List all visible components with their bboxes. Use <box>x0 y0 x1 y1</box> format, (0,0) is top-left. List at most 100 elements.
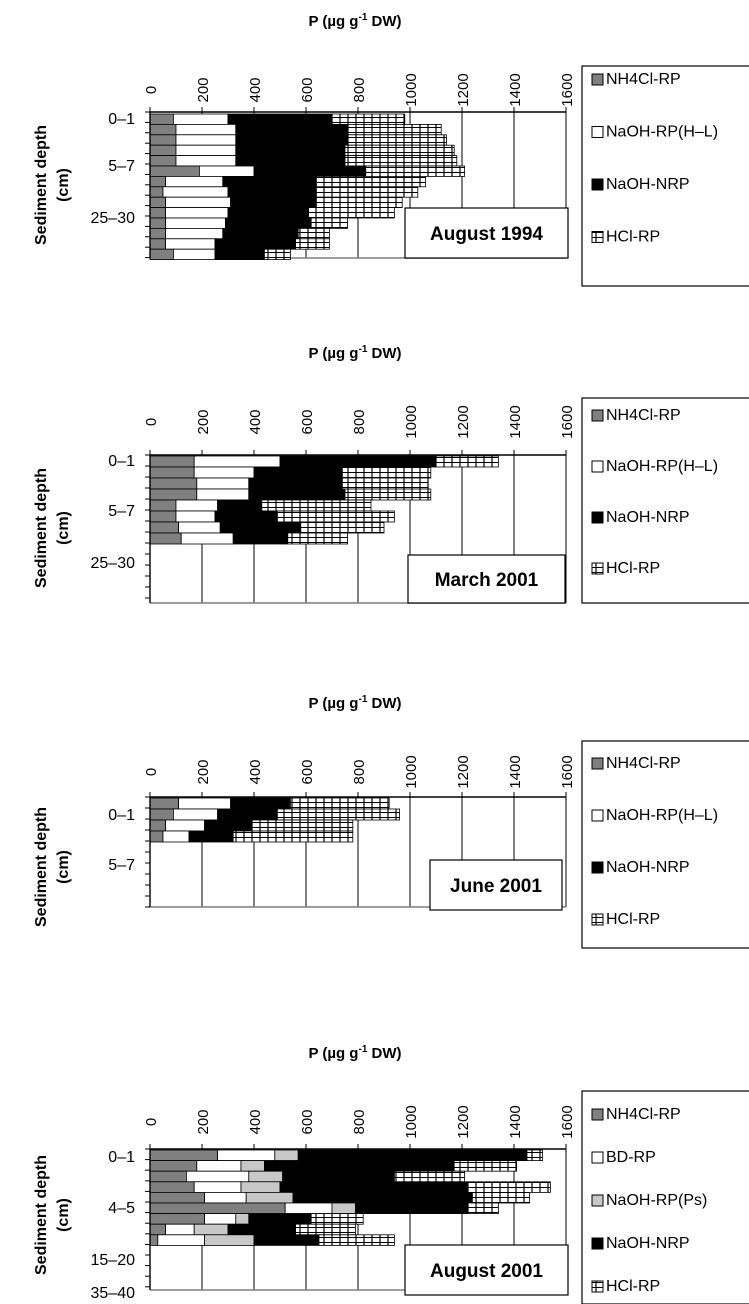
legend-label-nh4cl-rp: NH4Cl-RP <box>606 407 681 424</box>
bar-nh4cl-rp-row-9 <box>149 1234 159 1246</box>
legend-label-hcl-rp: HCl-RP <box>606 229 660 246</box>
x-tick-label: 400 <box>247 1109 264 1134</box>
panel-1: P (µg g-1 DW) 0 200 400 600 800 1000 1200 1400 16… <box>33 12 749 287</box>
x-tick-label: 800 <box>351 759 368 784</box>
bar-naoh-rp-h-l-row-2 <box>175 124 237 136</box>
bar-hcl-rp-row-5 <box>344 155 458 167</box>
bar-naoh-nrp-row-2 <box>263 1160 455 1172</box>
bar-naoh-rp-ps-row-5 <box>245 1192 294 1204</box>
bar-hcl-rp-row-8 <box>287 532 348 545</box>
bar-naoh-nrp-row-2 <box>253 466 343 479</box>
bar-naoh-rp-ps-row-9 <box>204 1234 255 1246</box>
bar-naoh-nrp-row-3 <box>248 477 343 490</box>
bar-naoh-nrp-row-4 <box>279 1181 468 1193</box>
bar-naoh-nrp-row-3 <box>282 1170 395 1183</box>
bar-naoh-rp-h-l-row-2 <box>172 808 218 821</box>
bar-hcl-rp-row-1 <box>526 1149 543 1162</box>
x-tick-label: 1400 <box>507 755 524 788</box>
x-tick-label: 200 <box>195 77 212 102</box>
bar-hcl-rp-row-1 <box>331 113 406 125</box>
x-tick-label: 200 <box>195 1109 212 1134</box>
x-tick-label: 800 <box>351 409 368 434</box>
x-tick-label: 1600 <box>559 1105 576 1138</box>
legend-swatch-nh4cl-rp <box>591 757 604 770</box>
bar-naoh-nrp-row-2 <box>235 124 349 136</box>
bar-nh4cl-rp-row-7 <box>149 521 180 534</box>
bar-naoh-rp-h-l-row-7 <box>165 175 224 188</box>
x-tick-label: 200 <box>195 759 212 784</box>
bar-nh4cl-rp-row-7 <box>149 175 166 188</box>
x-tick-label: 1200 <box>455 405 472 438</box>
bar-naoh-nrp-row-4 <box>248 488 346 501</box>
legend-label-naoh-nrp: NaOH-NRP <box>606 859 690 876</box>
x-tick-label: 800 <box>351 1109 368 1134</box>
bar-hcl-rp-row-2 <box>341 466 432 479</box>
legend-swatch-naoh-rp-h-l <box>591 126 604 138</box>
bar-naoh-nrp-row-12 <box>222 227 299 240</box>
date-label: June 2001 <box>450 876 542 897</box>
x-tick-label: 1600 <box>559 405 576 438</box>
bar-hcl-rp-row-11 <box>310 217 349 229</box>
bar-naoh-rp-ps-row-6 <box>331 1202 356 1215</box>
bar-nh4cl-rp-row-12 <box>149 227 166 240</box>
bar-hcl-rp-row-8 <box>315 186 419 198</box>
bar-hcl-rp-row-5 <box>261 499 372 512</box>
bar-naoh-rp-h-l-row-8 <box>180 532 234 545</box>
x-tick-label: 800 <box>351 77 368 102</box>
bar-bd-rp-row-4 <box>193 1181 242 1193</box>
depth-label: 35–40 <box>91 1285 136 1302</box>
bar-bd-rp-row-5 <box>204 1192 247 1204</box>
legend-swatch-nh4cl-rp <box>591 409 604 422</box>
bar-nh4cl-rp-row-1 <box>149 455 195 468</box>
legend: NH4Cl-RP NaOH-RP(H–L) NaOH-NRP HCl-RP <box>581 740 749 949</box>
bar-hcl-rp-row-7 <box>300 521 385 534</box>
bar-naoh-nrp-row-5 <box>292 1192 473 1204</box>
bar-nh4cl-rp-row-1 <box>149 797 180 810</box>
legend-swatch-nh4cl-rp <box>591 1108 604 1121</box>
legend-swatch-naoh-nrp <box>591 1237 604 1250</box>
x-tick-label: 600 <box>299 409 316 434</box>
bar-naoh-nrp-row-7 <box>222 175 317 188</box>
legend-label-hcl-rp: HCl-RP <box>606 560 660 577</box>
depth-label: 0–1 <box>108 453 135 470</box>
bar-naoh-rp-h-l-row-7 <box>178 521 221 534</box>
bar-naoh-nrp-row-9 <box>230 196 317 208</box>
bar-naoh-nrp-row-5 <box>217 499 263 512</box>
x-tick-label: 1000 <box>403 755 420 788</box>
legend-box <box>581 1090 749 1304</box>
bar-hcl-rp-row-1 <box>435 455 499 468</box>
bar-nh4cl-rp-row-5 <box>149 1192 205 1204</box>
bar-hcl-rp-row-3 <box>341 477 429 490</box>
bar-hcl-rp-row-5 <box>471 1192 530 1204</box>
bar-naoh-rp-h-l-row-11 <box>165 217 226 229</box>
depth-label: 5–7 <box>108 857 135 874</box>
chart-title: P (µg g-1 DW) <box>308 344 401 362</box>
legend-label-naoh-nrp: NaOH-NRP <box>606 176 690 193</box>
x-tick-label: 1400 <box>507 1105 524 1138</box>
depth-label: 0–1 <box>108 111 135 128</box>
legend-swatch-naoh-nrp <box>591 178 604 191</box>
bar-bd-rp-row-2 <box>196 1160 242 1172</box>
x-tick-label: 0 <box>143 418 160 426</box>
bar-nh4cl-rp-row-7 <box>149 1213 205 1225</box>
bar-nh4cl-rp-row-2 <box>149 466 195 479</box>
depth-label: 0–1 <box>108 1149 135 1166</box>
date-box <box>407 554 566 604</box>
legend-swatch-bd-rp <box>591 1151 604 1164</box>
bar-nh4cl-rp-row-3 <box>149 477 198 490</box>
title-superscript: -1 <box>358 1044 367 1055</box>
title-superscript: -1 <box>358 344 367 355</box>
date-label: March 2001 <box>435 570 539 591</box>
legend-swatch-naoh-rp-h-l <box>591 460 604 473</box>
chart-title: P (µg g-1 DW) <box>308 694 401 712</box>
bar-naoh-nrp-row-9 <box>253 1234 320 1246</box>
legend-label-bd-rp: BD-RP <box>606 1149 656 1166</box>
bar-naoh-rp-h-l-row-5 <box>175 499 218 512</box>
bar-naoh-rp-h-l-row-12 <box>165 227 224 240</box>
bar-naoh-rp-h-l-row-4 <box>175 144 237 156</box>
y-axis-label: Sediment depth <box>33 125 50 245</box>
depth-label: 25–30 <box>91 555 136 572</box>
legend-swatch-naoh-nrp <box>591 511 604 524</box>
